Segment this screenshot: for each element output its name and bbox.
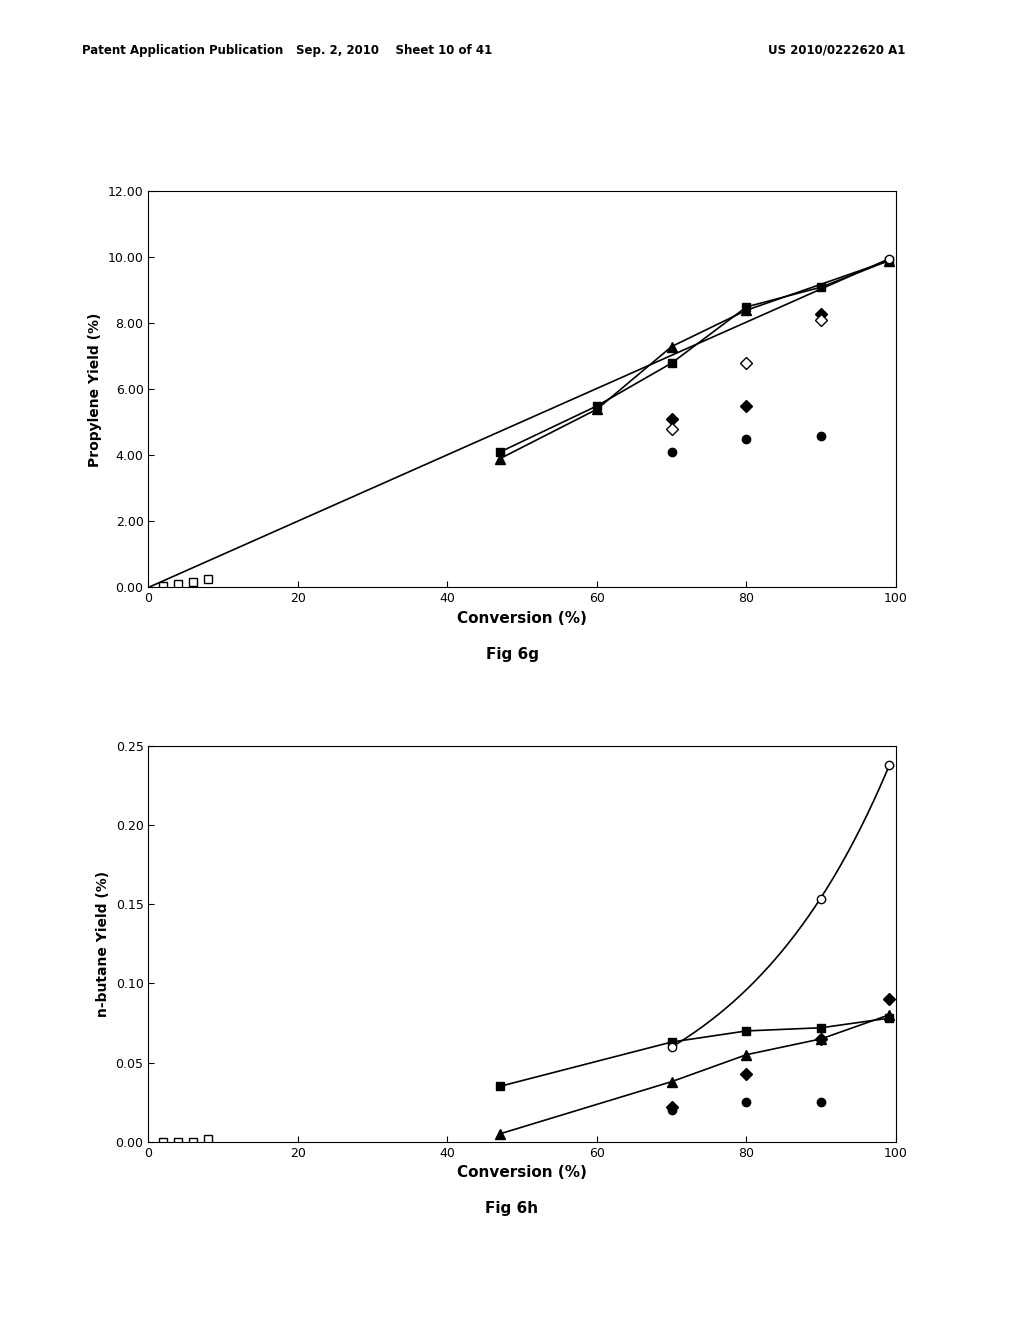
Text: Fig 6h: Fig 6h — [485, 1201, 539, 1216]
Text: Patent Application Publication: Patent Application Publication — [82, 44, 284, 57]
Y-axis label: n-butane Yield (%): n-butane Yield (%) — [96, 871, 110, 1016]
Text: US 2010/0222620 A1: US 2010/0222620 A1 — [768, 44, 905, 57]
X-axis label: Conversion (%): Conversion (%) — [458, 1166, 587, 1180]
Text: Fig 6g: Fig 6g — [485, 647, 539, 661]
X-axis label: Conversion (%): Conversion (%) — [458, 611, 587, 626]
Text: Sep. 2, 2010    Sheet 10 of 41: Sep. 2, 2010 Sheet 10 of 41 — [296, 44, 493, 57]
Y-axis label: Propylene Yield (%): Propylene Yield (%) — [88, 313, 102, 466]
